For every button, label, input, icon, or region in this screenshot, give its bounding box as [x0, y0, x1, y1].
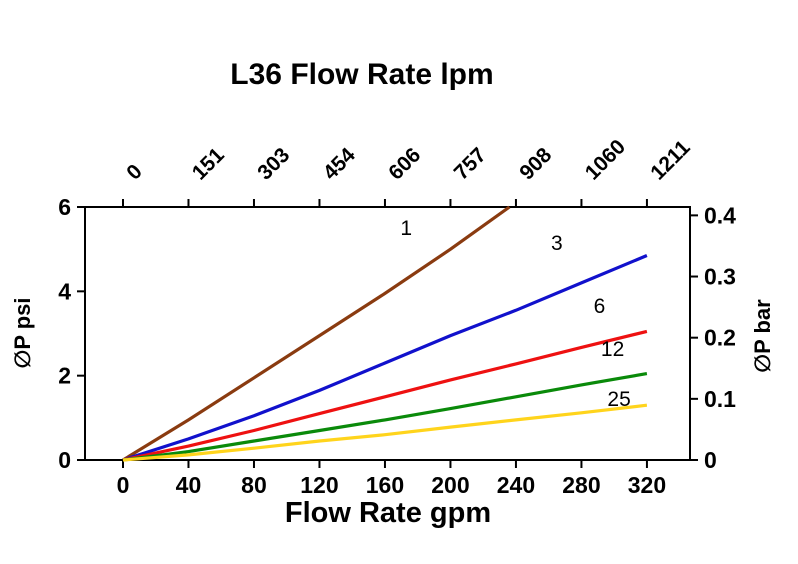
- y-left-tick-label: 2: [58, 363, 71, 389]
- x-top-tick-label: 454: [319, 143, 360, 184]
- chart-title: L36 Flow Rate lpm: [230, 58, 493, 91]
- x-bottom-tick-label: 200: [431, 472, 469, 498]
- y-right-tick-label: 0.3: [704, 264, 736, 290]
- series-line-mesh-12: [122, 372, 648, 462]
- series-line-mesh-6: [122, 329, 648, 462]
- x-bottom-tick-label: 40: [176, 472, 202, 498]
- x-bottom-tick-label: 240: [497, 472, 535, 498]
- x-top-tick-label: 303: [253, 143, 294, 184]
- x-bottom-tick-label: 160: [366, 472, 404, 498]
- series-line-mesh-1: [122, 205, 511, 462]
- series-label-mesh-12: 12: [601, 338, 624, 361]
- series-label-mesh-6: 6: [594, 295, 606, 318]
- x-top-tick-label: 757: [450, 143, 491, 184]
- series-label-mesh-25: 25: [607, 388, 630, 411]
- y-axis-left-title: ∅P psi: [10, 297, 35, 368]
- y-right-tick-label: 0.2: [704, 325, 736, 351]
- series-label-mesh-1: 1: [400, 217, 412, 240]
- y-left-tick-label: 4: [58, 278, 71, 304]
- y-axis-right-title: ∅P bar: [750, 299, 775, 373]
- series-line-mesh-25: [122, 403, 648, 462]
- y-right-tick-label: 0.1: [704, 386, 736, 412]
- x-bottom-tick-label: 0: [117, 472, 130, 498]
- y-left-tick-label: 0: [58, 447, 71, 473]
- plot-border: [84, 206, 691, 461]
- y-left-tick-label: 6: [58, 194, 71, 220]
- x-top-tick-label: 1060: [581, 135, 630, 184]
- x-bottom-tick-label: 80: [241, 472, 267, 498]
- series-line-mesh-3: [122, 254, 648, 462]
- x-bottom-tick-label: 120: [300, 472, 338, 498]
- x-top-tick-label: 1211: [646, 136, 695, 185]
- x-bottom-tick-label: 280: [562, 472, 600, 498]
- y-right-tick-label: 0.4: [704, 202, 736, 228]
- y-right-tick-label: 0: [704, 447, 717, 473]
- x-top-tick-label: 0: [122, 160, 147, 185]
- x-top-tick-label: 606: [384, 143, 425, 184]
- series-label-mesh-3: 3: [551, 232, 563, 255]
- x-top-tick-label: 908: [515, 143, 556, 184]
- x-axis-title: Flow Rate gpm: [285, 497, 491, 529]
- x-top-tick-label: 151: [188, 143, 229, 184]
- x-bottom-tick-label: 320: [628, 472, 666, 498]
